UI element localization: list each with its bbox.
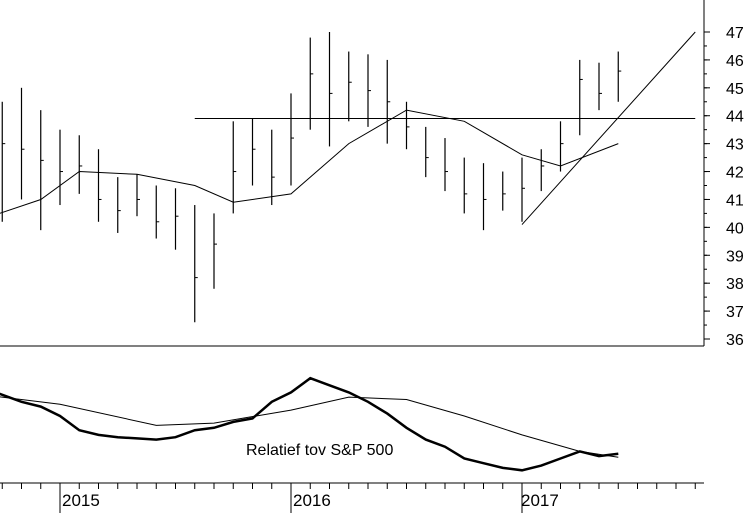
y-tick-label: 40 <box>726 220 744 237</box>
y-tick-label: 44 <box>726 109 744 126</box>
relative-panel: Relatief tov S&P 500 <box>0 376 619 472</box>
y-tick-label: 41 <box>726 192 744 209</box>
y-tick-label: 37 <box>726 304 744 321</box>
relative-average-line <box>0 396 619 458</box>
moving-average-line <box>0 109 619 214</box>
y-tick-label: 36 <box>726 332 744 349</box>
y-tick-label: 46 <box>726 53 744 70</box>
y-tick-label: 42 <box>726 165 744 182</box>
x-label-2015: 2015 <box>62 491 100 510</box>
price-bars <box>1 32 622 323</box>
y-tick-label: 45 <box>726 81 744 98</box>
y-tick-label: 38 <box>726 276 744 293</box>
trend-line <box>521 31 696 225</box>
x-label-2016: 2016 <box>293 491 331 510</box>
x-axis: 2015 2016 2017 <box>0 482 704 513</box>
y-axis: 36 37 38 39 40 41 42 43 44 45 46 47 <box>703 0 744 349</box>
x-label-2017: 2017 <box>521 491 559 510</box>
y-tick-label: 39 <box>726 248 744 265</box>
relative-strength-line <box>0 376 619 472</box>
relative-annotation: Relatief tov S&P 500 <box>246 442 393 459</box>
price-panel: 36 37 38 39 40 41 42 43 44 45 46 47 <box>0 0 744 349</box>
y-tick-label: 47 <box>726 25 744 42</box>
y-tick-label: 43 <box>726 137 744 154</box>
